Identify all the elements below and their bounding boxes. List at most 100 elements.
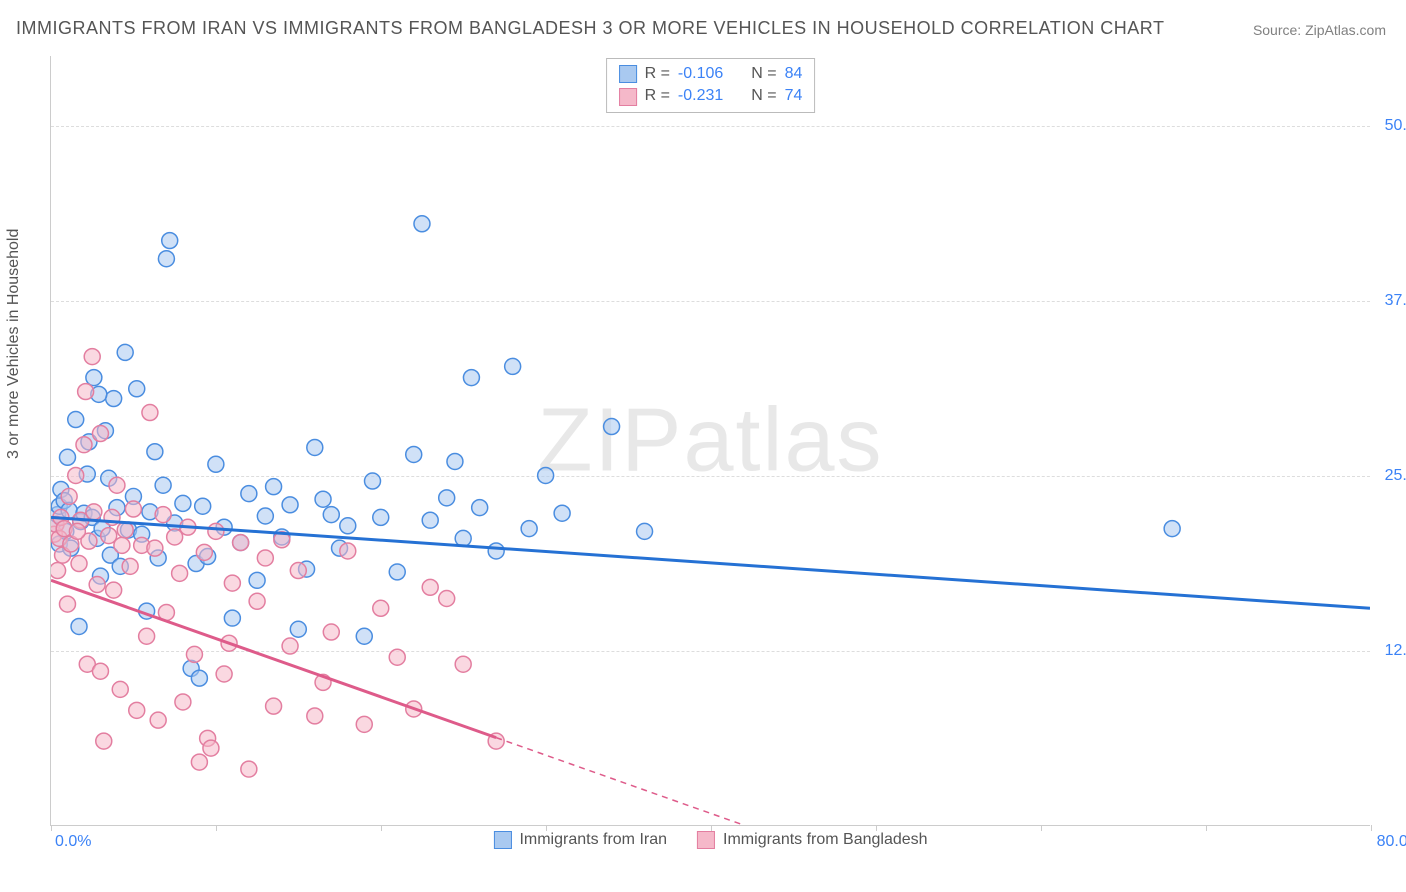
data-point	[233, 535, 249, 551]
data-point	[158, 251, 174, 267]
data-point	[59, 596, 75, 612]
data-point	[340, 518, 356, 534]
x-tick	[216, 825, 217, 831]
x-tick	[51, 825, 52, 831]
data-point	[139, 628, 155, 644]
y-tick-label: 50.0%	[1385, 117, 1406, 135]
data-point	[356, 628, 372, 644]
data-point	[307, 440, 323, 456]
r-label: R =	[645, 63, 670, 85]
data-point	[1164, 521, 1180, 537]
data-point	[340, 543, 356, 559]
x-axis-max-label: 80.0%	[1377, 833, 1406, 851]
y-tick-label: 37.5%	[1385, 292, 1406, 310]
source-attribution: Source: ZipAtlas.com	[1253, 22, 1386, 38]
data-point	[216, 666, 232, 682]
data-point	[129, 702, 145, 718]
x-tick	[1371, 825, 1372, 831]
data-point	[389, 564, 405, 580]
data-point	[422, 512, 438, 528]
data-point	[414, 216, 430, 232]
data-point	[637, 523, 653, 539]
x-axis-min-label: 0.0%	[55, 833, 91, 851]
data-point	[125, 501, 141, 517]
data-point	[68, 467, 84, 483]
data-point	[203, 740, 219, 756]
data-point	[196, 544, 212, 560]
data-point	[373, 600, 389, 616]
data-point	[162, 233, 178, 249]
source-label: Source:	[1253, 22, 1301, 38]
data-point	[373, 509, 389, 525]
data-point	[505, 358, 521, 374]
x-tick	[381, 825, 382, 831]
data-point	[195, 498, 211, 514]
data-point	[150, 712, 166, 728]
data-point	[86, 370, 102, 386]
data-point	[282, 497, 298, 513]
data-point	[208, 456, 224, 472]
data-point	[147, 444, 163, 460]
data-point	[282, 638, 298, 654]
source-link[interactable]: ZipAtlas.com	[1305, 22, 1386, 38]
data-point	[447, 453, 463, 469]
data-point	[604, 419, 620, 435]
data-point	[208, 523, 224, 539]
stats-row: R = -0.106N = 84	[619, 63, 803, 85]
legend-item: Immigrants from Bangladesh	[697, 831, 928, 849]
x-tick	[546, 825, 547, 831]
data-point	[71, 556, 87, 572]
data-point	[117, 344, 133, 360]
data-point	[61, 488, 77, 504]
r-value: -0.231	[678, 85, 723, 107]
chart-title: IMMIGRANTS FROM IRAN VS IMMIGRANTS FROM …	[16, 18, 1164, 39]
data-point	[114, 537, 130, 553]
data-point	[439, 591, 455, 607]
data-point	[76, 437, 92, 453]
scatter-plot	[51, 56, 1370, 825]
data-point	[92, 663, 108, 679]
n-label: N =	[751, 63, 776, 85]
data-point	[290, 563, 306, 579]
data-point	[112, 681, 128, 697]
data-point	[175, 495, 191, 511]
data-point	[315, 491, 331, 507]
data-point	[224, 610, 240, 626]
data-point	[155, 477, 171, 493]
data-point	[439, 490, 455, 506]
data-point	[129, 381, 145, 397]
data-point	[554, 505, 570, 521]
data-point	[175, 694, 191, 710]
data-point	[290, 621, 306, 637]
data-point	[538, 467, 554, 483]
data-point	[68, 412, 84, 428]
data-point	[106, 582, 122, 598]
legend-label: Immigrants from Iran	[519, 831, 667, 849]
legend: Immigrants from Iran Immigrants from Bang…	[493, 831, 927, 849]
series-swatch	[619, 65, 637, 83]
data-point	[186, 646, 202, 662]
y-axis-label: 3 or more Vehicles in Household	[5, 229, 23, 459]
data-point	[191, 754, 207, 770]
stats-row: R = -0.231N = 74	[619, 85, 803, 107]
data-point	[521, 521, 537, 537]
data-point	[463, 370, 479, 386]
data-point	[69, 523, 85, 539]
legend-item: Immigrants from Iran	[493, 831, 667, 849]
data-point	[122, 558, 138, 574]
data-point	[356, 716, 372, 732]
data-point	[92, 426, 108, 442]
data-point	[86, 504, 102, 520]
n-label: N =	[751, 85, 776, 107]
data-point	[142, 405, 158, 421]
stats-box: R = -0.106N = 84R = -0.231N = 74	[606, 58, 816, 113]
r-label: R =	[645, 85, 670, 107]
data-point	[389, 649, 405, 665]
data-point	[488, 543, 504, 559]
data-point	[241, 761, 257, 777]
data-point	[422, 579, 438, 595]
data-point	[84, 349, 100, 365]
data-point	[455, 656, 471, 672]
trend-line-dashed	[496, 738, 743, 825]
data-point	[224, 575, 240, 591]
